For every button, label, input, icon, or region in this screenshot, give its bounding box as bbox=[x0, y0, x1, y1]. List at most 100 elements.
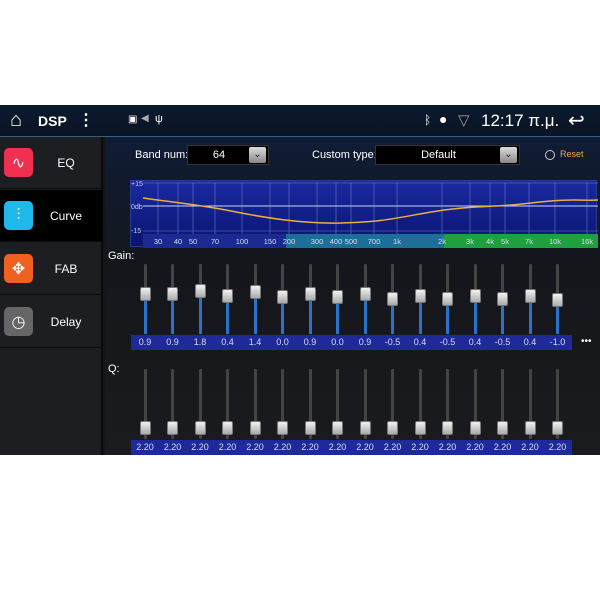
q-slider-handle[interactable] bbox=[139, 421, 151, 435]
q-value: 2.20 bbox=[301, 442, 319, 452]
sidebar-item-delay[interactable]: ◷ Delay bbox=[0, 296, 103, 348]
custom-type-select[interactable]: Default ⌄ bbox=[375, 145, 520, 165]
gain-slider-handle[interactable] bbox=[524, 288, 536, 303]
gain-slider-handle[interactable] bbox=[277, 290, 288, 304]
chevron-down-icon[interactable]: ⌄ bbox=[249, 147, 266, 163]
gain-slider-fill bbox=[143, 293, 147, 334]
q-slider-track[interactable] bbox=[226, 369, 229, 439]
q-slider-handle[interactable] bbox=[194, 421, 206, 435]
q-slider-track[interactable] bbox=[446, 369, 449, 439]
gain-value: 0.0 bbox=[276, 337, 289, 347]
gain-slider-handle[interactable] bbox=[194, 283, 206, 298]
q-slider-track[interactable] bbox=[336, 369, 339, 439]
usb-icon: ψ bbox=[155, 113, 163, 125]
clock-icon: ◷ bbox=[4, 307, 33, 336]
mute-icon: ◀ bbox=[141, 113, 149, 124]
eq-wave-icon: ∿ bbox=[4, 148, 33, 177]
gain-slider-fill bbox=[556, 300, 559, 334]
gain-slider-fill bbox=[171, 293, 174, 334]
q-slider-track[interactable] bbox=[501, 369, 504, 439]
q-slider-track[interactable] bbox=[281, 369, 284, 439]
gain-slider-handle[interactable] bbox=[497, 291, 508, 306]
q-slider-handle[interactable] bbox=[524, 421, 536, 435]
q-slider-track[interactable] bbox=[308, 369, 312, 439]
gain-slider-handle[interactable] bbox=[552, 293, 563, 308]
q-value: 2.20 bbox=[411, 442, 429, 452]
q-slider-track[interactable] bbox=[556, 369, 559, 439]
q-slider-handle[interactable] bbox=[277, 421, 288, 435]
gain-slider-handle[interactable] bbox=[222, 288, 233, 303]
more-vert-icon[interactable]: ⋮ bbox=[78, 112, 94, 129]
q-slider-handle[interactable] bbox=[332, 421, 343, 435]
gain-slider-handle[interactable] bbox=[359, 286, 371, 301]
q-slider-track[interactable] bbox=[198, 369, 202, 439]
q-slider-handle[interactable] bbox=[387, 421, 398, 435]
reset-button[interactable]: Reset bbox=[560, 149, 584, 159]
q-slider-track[interactable] bbox=[528, 369, 532, 439]
eq-curve-graph: +15 0db -15 30 40 50 70 100 150 200 300 400 500 700 1k… bbox=[130, 180, 598, 248]
q-value: 2.20 bbox=[218, 442, 237, 452]
q-slider-track[interactable] bbox=[391, 369, 394, 439]
gain-value: -0.5 bbox=[384, 337, 401, 347]
gain-slider-handle[interactable] bbox=[167, 286, 178, 301]
q-value: 2.20 bbox=[466, 442, 484, 452]
gain-slider-fill bbox=[446, 298, 449, 334]
gain-value: -0.5 bbox=[494, 337, 511, 347]
q-label: Q: bbox=[108, 363, 120, 375]
gain-value: 0.4 bbox=[221, 337, 234, 347]
q-slider-track[interactable] bbox=[171, 369, 174, 439]
q-slider-track[interactable] bbox=[143, 369, 147, 439]
gain-slider-handle[interactable] bbox=[332, 290, 343, 304]
gain-slider-handle[interactable] bbox=[469, 288, 481, 303]
gain-slider-handle[interactable] bbox=[387, 291, 398, 306]
q-slider-track[interactable] bbox=[418, 369, 422, 439]
sidebar: ∿ EQ ⫶ Curve ✥ FAB ◷ Delay bbox=[0, 137, 103, 455]
gain-slider-fill bbox=[281, 297, 284, 334]
q-slider-handle[interactable] bbox=[249, 421, 261, 435]
q-slider-handle[interactable] bbox=[359, 421, 371, 435]
q-slider-track[interactable] bbox=[363, 369, 367, 439]
q-slider-handle[interactable] bbox=[442, 421, 453, 435]
gain-slider-handle[interactable] bbox=[249, 285, 261, 300]
dsp-app: ⌂ DSP ⋮ ▣ ◀ ψ ᛒ ● ▽ 12:17 π.μ. ↩ ∿ EQ ⫶ Cur… bbox=[0, 105, 600, 455]
freq-label: 100 bbox=[236, 237, 249, 246]
q-value: 2.20 bbox=[548, 442, 567, 452]
reset-radio[interactable] bbox=[545, 150, 555, 160]
q-slider-handle[interactable] bbox=[167, 421, 178, 435]
q-slider-track[interactable] bbox=[473, 369, 477, 439]
sidebar-item-fab[interactable]: ✥ FAB bbox=[0, 243, 103, 295]
gain-value: 0.0 bbox=[331, 337, 344, 347]
freq-label: 30 bbox=[154, 237, 162, 246]
gain-slider-handle[interactable] bbox=[442, 291, 453, 306]
main-panel: Band num: 64 ⌄ Custom type: Default ⌄ Re… bbox=[105, 137, 600, 455]
q-slider-handle[interactable] bbox=[497, 421, 508, 435]
gain-slider-fill bbox=[226, 295, 229, 334]
q-value: 2.20 bbox=[163, 442, 182, 452]
q-slider-track[interactable] bbox=[253, 369, 257, 439]
freq-label: 500 bbox=[345, 237, 358, 246]
gain-value: 1.4 bbox=[248, 337, 262, 347]
freq-label: 40 bbox=[174, 237, 182, 246]
gain-slider-fill bbox=[418, 295, 422, 334]
q-slider-handle[interactable] bbox=[414, 421, 426, 435]
freq-label: 400 bbox=[330, 237, 343, 246]
sidebar-item-eq[interactable]: ∿ EQ bbox=[0, 137, 103, 189]
sidebar-item-curve[interactable]: ⫶ Curve bbox=[0, 190, 103, 242]
band-num-select[interactable]: 64 ⌄ bbox=[187, 145, 269, 165]
freq-label: 4k bbox=[486, 237, 494, 246]
q-slider-handle[interactable] bbox=[304, 421, 316, 435]
q-value: 2.20 bbox=[191, 442, 209, 452]
gain-slider-handle[interactable] bbox=[139, 286, 151, 301]
gain-slider-handle[interactable] bbox=[304, 286, 316, 301]
q-slider-handle[interactable] bbox=[552, 421, 563, 435]
q-values-row: 2.20 2.20 2.20 2.20 2.20 2.20 2.20 2.20 2.20 2.20… bbox=[131, 440, 572, 455]
q-slider-handle[interactable] bbox=[469, 421, 481, 435]
chevron-down-icon[interactable]: ⌄ bbox=[500, 147, 517, 163]
status-bar: ⌂ DSP ⋮ ▣ ◀ ψ ᛒ ● ▽ 12:17 π.μ. ↩ bbox=[0, 105, 600, 137]
home-icon[interactable]: ⌂ bbox=[10, 109, 23, 131]
gain-slider-fill bbox=[336, 297, 339, 334]
q-slider-handle[interactable] bbox=[222, 421, 233, 435]
back-icon[interactable]: ↩ bbox=[568, 110, 585, 132]
gain-slider-handle[interactable] bbox=[414, 288, 426, 303]
more-bands-button[interactable]: ••• bbox=[581, 336, 592, 347]
